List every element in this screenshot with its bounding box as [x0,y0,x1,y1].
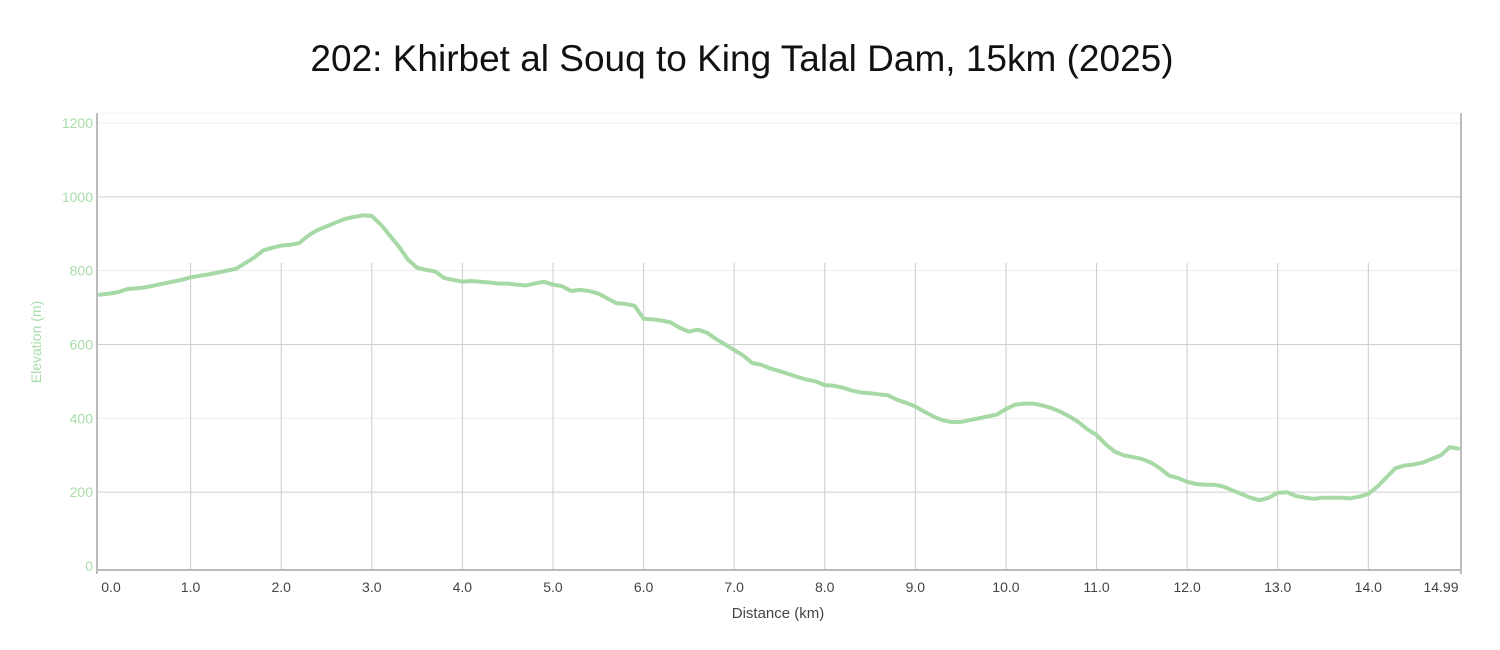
y-tick-label: 600 [70,337,94,353]
y-tick-label: 400 [70,410,94,426]
x-tick-label: 13.0 [1264,579,1291,595]
x-tick-label: 6.0 [634,579,654,595]
x-tick-label: 4.0 [453,579,473,595]
y-tick-label: 200 [70,484,94,500]
chart-title: 202: Khirbet al Souq to King Talal Dam, … [310,38,1174,79]
elevation-line [98,213,1460,503]
x-axis-label: Distance (km) [732,605,825,622]
y-tick-label: 1000 [62,189,93,205]
x-tick-label: 1.0 [181,579,201,595]
x-tick-label: 2.0 [271,579,291,595]
axes [96,112,1462,574]
x-tick-label: 5.0 [543,579,563,595]
x-tick-label: 7.0 [724,579,744,595]
x-tick-label: 11.0 [1083,579,1109,595]
y-tick-label: 800 [70,263,94,279]
y-tick-label: 0 [85,558,93,574]
vertical-gridlines [190,263,1369,570]
horizontal-gridlines [97,122,1461,493]
y-axis-label: Elevation (m) [28,301,44,383]
y-tick-label: 1200 [62,115,93,131]
x-tick-label: 12.0 [1173,579,1200,595]
x-tick-labels: 0.0 1.0 2.0 3.0 4.0 5.0 6.0 7.0 8.0 9.0 10.0 11.0 12… [101,579,1458,595]
x-tick-label: 9.0 [906,579,926,595]
x-tick-label: 0.0 [101,579,121,595]
x-tick-label: 10.0 [992,579,1019,595]
x-tick-label: 14.0 [1355,579,1382,595]
x-tick-label: 8.0 [815,579,835,595]
y-tick-labels: 0 200 400 600 800 1000 1200 [62,115,93,574]
series-group [98,213,1460,503]
x-tick-label: 14.99 [1423,579,1458,595]
x-tick-label: 3.0 [362,579,382,595]
